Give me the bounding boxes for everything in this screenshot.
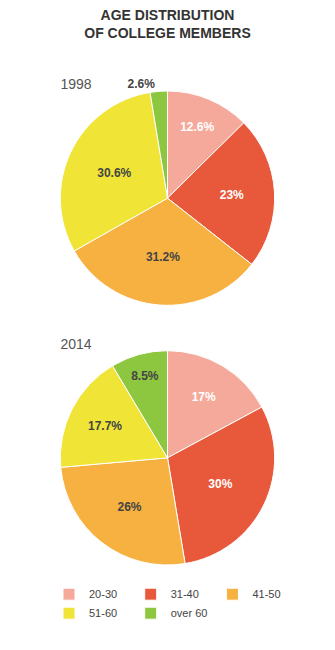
- svg-text:41-50: 41-50: [252, 588, 280, 600]
- svg-text:17%: 17%: [192, 390, 216, 404]
- svg-text:31.2%: 31.2%: [146, 250, 180, 264]
- svg-text:over 60: over 60: [171, 607, 208, 619]
- svg-text:AGE DISTRIBUTIONOF COLLEGE MEM: AGE DISTRIBUTIONOF COLLEGE MEMBERS: [84, 7, 250, 41]
- svg-text:30%: 30%: [208, 477, 232, 491]
- svg-text:17.7%: 17.7%: [88, 419, 122, 433]
- svg-text:2014: 2014: [60, 336, 91, 352]
- svg-text:30.6%: 30.6%: [97, 166, 131, 180]
- svg-text:8.5%: 8.5%: [131, 369, 159, 383]
- svg-text:23%: 23%: [220, 188, 244, 202]
- svg-text:20-30: 20-30: [89, 588, 117, 600]
- svg-text:12.6%: 12.6%: [180, 120, 214, 134]
- svg-text:51-60: 51-60: [89, 607, 117, 619]
- svg-text:1998: 1998: [60, 76, 91, 92]
- svg-text:2.6%: 2.6%: [128, 77, 156, 91]
- svg-text:31-40: 31-40: [171, 588, 199, 600]
- svg-text:26%: 26%: [117, 500, 141, 514]
